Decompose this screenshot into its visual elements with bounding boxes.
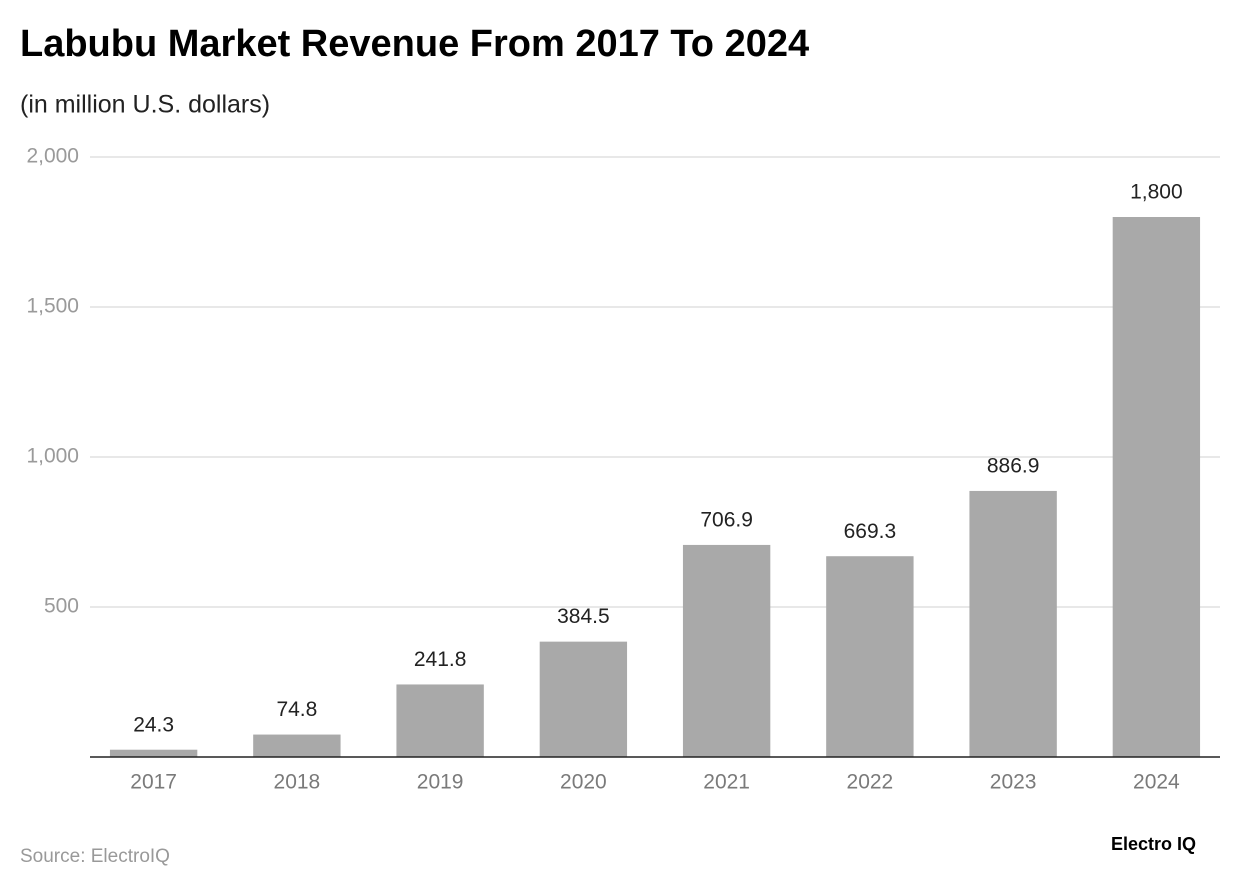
data-label: 886.9 <box>987 454 1040 477</box>
y-tick-label: 1,000 <box>26 445 79 468</box>
x-tick-label: 2018 <box>274 771 321 794</box>
brand-logo: Electro IQ <box>1111 834 1196 854</box>
chart-subtitle: (in million U.S. dollars) <box>20 91 270 119</box>
bar <box>539 641 628 757</box>
data-label: 74.8 <box>276 698 317 721</box>
x-tick-label: 2020 <box>560 771 607 794</box>
data-label: 706.9 <box>700 508 753 531</box>
bar <box>969 490 1057 757</box>
x-tick-label: 2024 <box>1133 771 1180 794</box>
x-tick-label: 2019 <box>417 771 464 794</box>
x-tick-label: 2021 <box>703 771 750 794</box>
bar <box>682 544 771 757</box>
y-tick-label: 1,500 <box>26 295 79 318</box>
bar <box>396 684 484 757</box>
data-label: 241.8 <box>414 648 467 671</box>
source: Source: ElectroIQ <box>20 846 170 867</box>
chart-title: Labubu Market Revenue From 2017 To 2024 <box>20 23 809 65</box>
x-tick-label: 2017 <box>130 771 177 794</box>
x-tick-label: 2023 <box>990 771 1037 794</box>
data-label: 384.5 <box>557 605 610 628</box>
y-tick-label: 500 <box>44 595 79 618</box>
data-label: 24.3 <box>133 713 174 736</box>
bar <box>253 734 341 757</box>
bar <box>109 749 198 757</box>
x-tick-label: 2022 <box>847 771 894 794</box>
data-label: 669.3 <box>844 520 897 543</box>
bar <box>1112 217 1201 757</box>
y-tick-label: 2,000 <box>26 145 79 168</box>
bar <box>826 556 914 757</box>
data-label: 1,800 <box>1130 181 1183 204</box>
